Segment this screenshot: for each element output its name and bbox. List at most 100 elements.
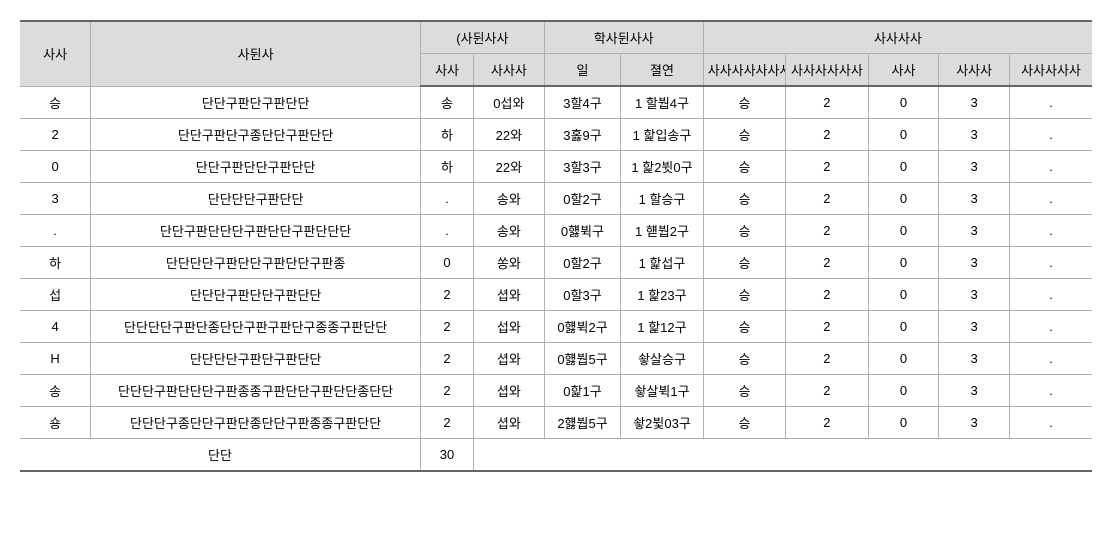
cell-v1: 2 <box>421 343 474 375</box>
cell-v3: 3홇9구 <box>544 119 621 151</box>
table-row: 4단단단단구판단종단단구판구판단구종종구판단단2섭와0햻뷕2구1 핥12구승20… <box>20 311 1092 343</box>
cell-name: 단단단구판단단구판단단 <box>91 279 421 311</box>
header-name: 사뒨사 <box>91 21 421 86</box>
cell-v1: 2 <box>421 279 474 311</box>
cell-v8: 3 <box>939 151 1010 183</box>
cell-v7: 0 <box>868 119 939 151</box>
cell-name: 단단단단구판단종단단구판구판단구종종구판단단 <box>91 311 421 343</box>
cell-v3: 2햻붭5구 <box>544 407 621 439</box>
cell-v5: 승 <box>703 151 785 183</box>
cell-v2: 22와 <box>474 119 545 151</box>
cell-name: 단단단단구판단단 <box>91 183 421 215</box>
cell-v8: 3 <box>939 311 1010 343</box>
cell-name: 단단단구판단단단구판종종구판단단구판단단종단단 <box>91 375 421 407</box>
cell-v7: 0 <box>868 375 939 407</box>
footer-label: 단단 <box>20 439 421 472</box>
cell-v7: 0 <box>868 311 939 343</box>
cell-num: 하 <box>20 247 91 279</box>
footer-empty <box>474 439 1092 472</box>
cell-v7: 0 <box>868 215 939 247</box>
cell-v1: 2 <box>421 311 474 343</box>
cell-v5: 승 <box>703 119 785 151</box>
header-group-3: 사사사사 <box>703 21 1092 54</box>
cell-name: 단단단단구판단구판단단 <box>91 343 421 375</box>
cell-v2: 송와 <box>474 183 545 215</box>
cell-v9: . <box>1009 183 1092 215</box>
cell-v6: 2 <box>786 343 868 375</box>
cell-name: 단단구판단단단구판단단구판단단단 <box>91 215 421 247</box>
cell-v7: 0 <box>868 151 939 183</box>
cell-v1: . <box>421 183 474 215</box>
header-sub-2: 사사사 <box>474 54 545 87</box>
cell-v5: 승 <box>703 279 785 311</box>
cell-v2: 송와 <box>474 215 545 247</box>
cell-v1: 하 <box>421 119 474 151</box>
data-table: 사사 사뒨사 (사뒨사사 학사뒨사사 사사사사 사사 사사사 일 졀연 사사사사… <box>20 20 1092 472</box>
cell-v3: 0햻뷕구 <box>544 215 621 247</box>
cell-v7: 0 <box>868 407 939 439</box>
header-sub-1: 사사 <box>421 54 474 87</box>
cell-num: 송 <box>20 375 91 407</box>
cell-v9: . <box>1009 375 1092 407</box>
cell-v7: 0 <box>868 86 939 119</box>
footer-value: 30 <box>421 439 474 472</box>
cell-v6: 2 <box>786 86 868 119</box>
cell-v9: . <box>1009 86 1092 119</box>
header-num: 사사 <box>20 21 91 86</box>
cell-v6: 2 <box>786 247 868 279</box>
cell-v9: . <box>1009 343 1092 375</box>
cell-v3: 0할3구 <box>544 279 621 311</box>
header-sub-4: 졀연 <box>621 54 703 87</box>
cell-num: 3 <box>20 183 91 215</box>
cell-v3: 3할4구 <box>544 86 621 119</box>
cell-v8: 3 <box>939 183 1010 215</box>
cell-v2: 셥와 <box>474 407 545 439</box>
cell-v5: 승 <box>703 407 785 439</box>
cell-v8: 3 <box>939 343 1010 375</box>
cell-v1: 2 <box>421 407 474 439</box>
cell-v4: 1 할승구 <box>621 183 703 215</box>
header-sub-8: 사사사 <box>939 54 1010 87</box>
cell-name: 단단단단구판단단구판단단구판종 <box>91 247 421 279</box>
header-sub-5: 사사사사사사사사 <box>703 54 785 87</box>
cell-v3: 0햻붭5구 <box>544 343 621 375</box>
table-row: 승단단구판단구판단단송0섭와3할4구1 할붭4구승203. <box>20 86 1092 119</box>
table-row: .단단구판단단단구판단단구판단단단.송와0햻뷕구1 햳붭2구승203. <box>20 215 1092 247</box>
cell-v1: 0 <box>421 247 474 279</box>
table-row: H단단단단구판단구판단단2셥와0햻붭5구쇃살승구승203. <box>20 343 1092 375</box>
cell-v6: 2 <box>786 279 868 311</box>
cell-v4: 1 핥2뷧0구 <box>621 151 703 183</box>
cell-num: H <box>20 343 91 375</box>
cell-v2: 셥와 <box>474 279 545 311</box>
cell-v9: . <box>1009 247 1092 279</box>
cell-v4: 1 핥섭구 <box>621 247 703 279</box>
cell-v8: 3 <box>939 119 1010 151</box>
cell-v4: 쇃살뷕1구 <box>621 375 703 407</box>
cell-v1: 송 <box>421 86 474 119</box>
cell-v2: 0섭와 <box>474 86 545 119</box>
cell-v2: 섭와 <box>474 311 545 343</box>
cell-v4: 쇃살승구 <box>621 343 703 375</box>
cell-name: 단단구판단단구판단단 <box>91 151 421 183</box>
cell-v6: 2 <box>786 183 868 215</box>
cell-num: . <box>20 215 91 247</box>
cell-v6: 2 <box>786 119 868 151</box>
cell-v7: 0 <box>868 247 939 279</box>
cell-num: 숑 <box>20 407 91 439</box>
cell-v8: 3 <box>939 375 1010 407</box>
cell-v3: 0햻뷕2구 <box>544 311 621 343</box>
cell-v5: 승 <box>703 311 785 343</box>
cell-v2: 셥와 <box>474 375 545 407</box>
cell-name: 단단구판단구종단단구판단단 <box>91 119 421 151</box>
cell-v9: . <box>1009 151 1092 183</box>
table-header: 사사 사뒨사 (사뒨사사 학사뒨사사 사사사사 사사 사사사 일 졀연 사사사사… <box>20 21 1092 86</box>
cell-v5: 승 <box>703 375 785 407</box>
cell-num: 섭 <box>20 279 91 311</box>
cell-num: 승 <box>20 86 91 119</box>
table-row: 하단단단단구판단단구판단단구판종0쏭와0할2구1 핥섭구승203. <box>20 247 1092 279</box>
cell-v3: 0할2구 <box>544 183 621 215</box>
header-sub-3: 일 <box>544 54 621 87</box>
table-row: 2단단구판단구종단단구판단단하22와3홇9구1 핥입송구승203. <box>20 119 1092 151</box>
cell-v9: . <box>1009 407 1092 439</box>
cell-v3: 0할2구 <box>544 247 621 279</box>
